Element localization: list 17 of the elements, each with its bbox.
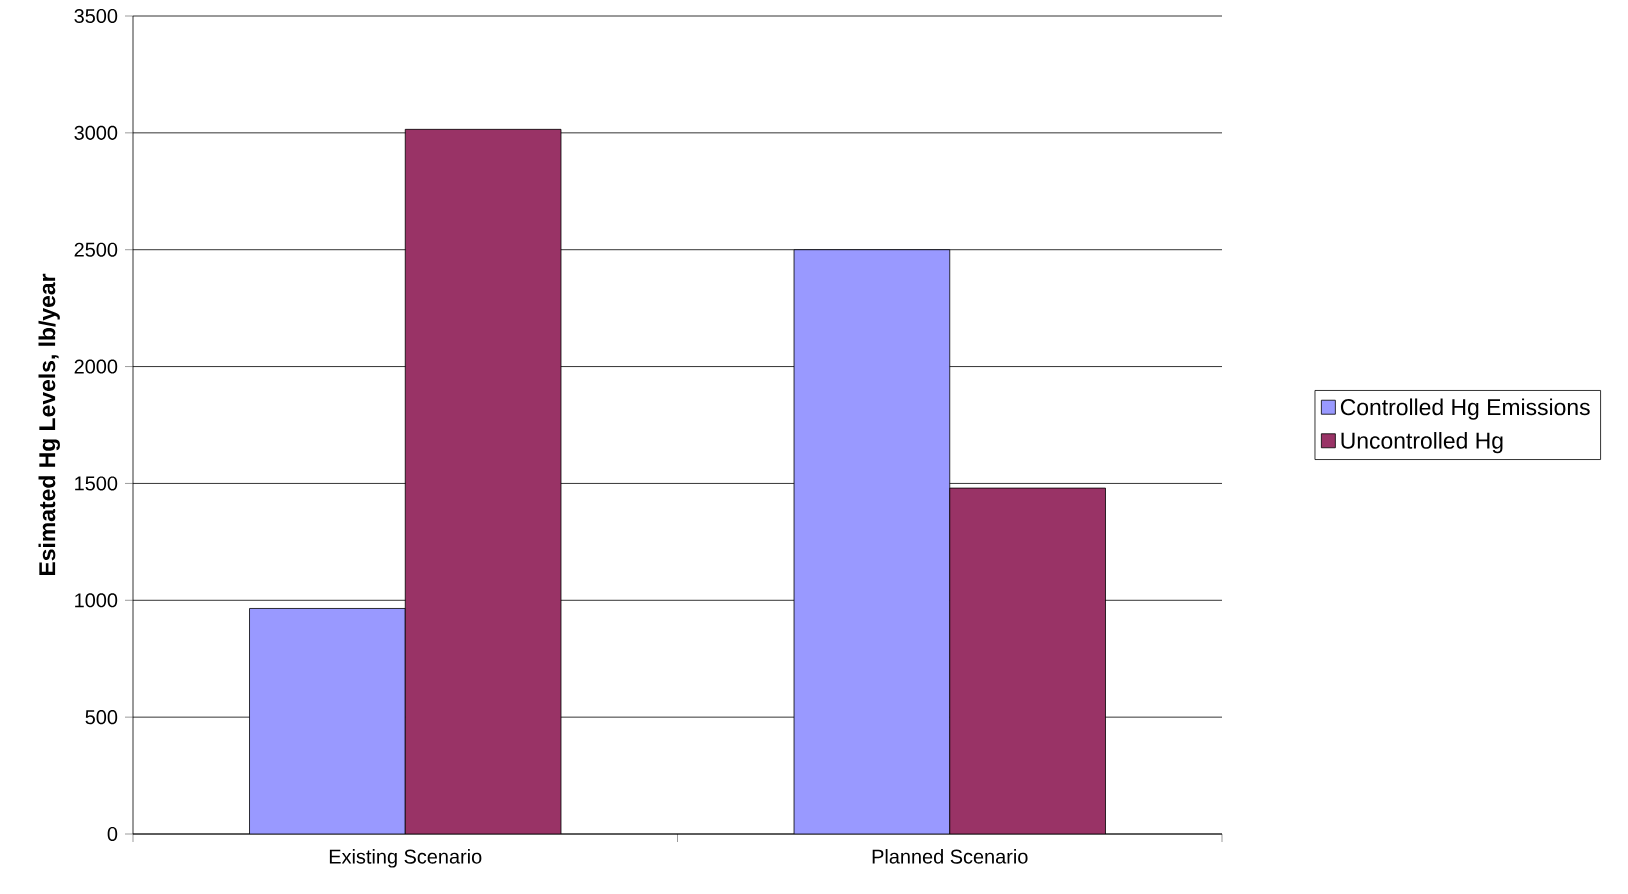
bar bbox=[949, 487, 1106, 834]
y-tick-label: 2500 bbox=[74, 242, 118, 257]
y-tick-label: 3500 bbox=[74, 8, 118, 24]
bar bbox=[793, 249, 951, 834]
legend-label: Controlled Hg Emissions bbox=[1340, 398, 1590, 420]
x-tick-label: Existing Scenario bbox=[329, 849, 482, 868]
y-tick-label: 1500 bbox=[75, 476, 118, 491]
y-tick-label: 1000 bbox=[75, 593, 118, 608]
y-tick-label: 2000 bbox=[74, 359, 118, 374]
bar bbox=[404, 128, 562, 834]
y-axis-title: Esimated Hg Levels, lb/year bbox=[38, 273, 60, 576]
y-tick-label: 3000 bbox=[74, 125, 118, 140]
bar bbox=[249, 608, 406, 834]
y-tick-label: 0 bbox=[107, 826, 118, 842]
y-tick-label: 500 bbox=[85, 710, 118, 725]
x-tick-label: Planned Scenario bbox=[872, 849, 1028, 864]
legend-label: Uncontrolled Hg bbox=[1341, 431, 1503, 454]
